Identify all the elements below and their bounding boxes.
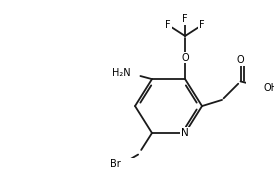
- Text: F: F: [165, 20, 171, 30]
- Text: O: O: [237, 55, 244, 65]
- Text: Br: Br: [110, 159, 121, 169]
- Text: H₂N: H₂N: [112, 68, 130, 78]
- Text: O: O: [181, 53, 189, 62]
- Text: N: N: [181, 128, 189, 138]
- Text: OH: OH: [264, 83, 274, 93]
- Text: F: F: [199, 20, 205, 30]
- Text: F: F: [182, 14, 188, 24]
